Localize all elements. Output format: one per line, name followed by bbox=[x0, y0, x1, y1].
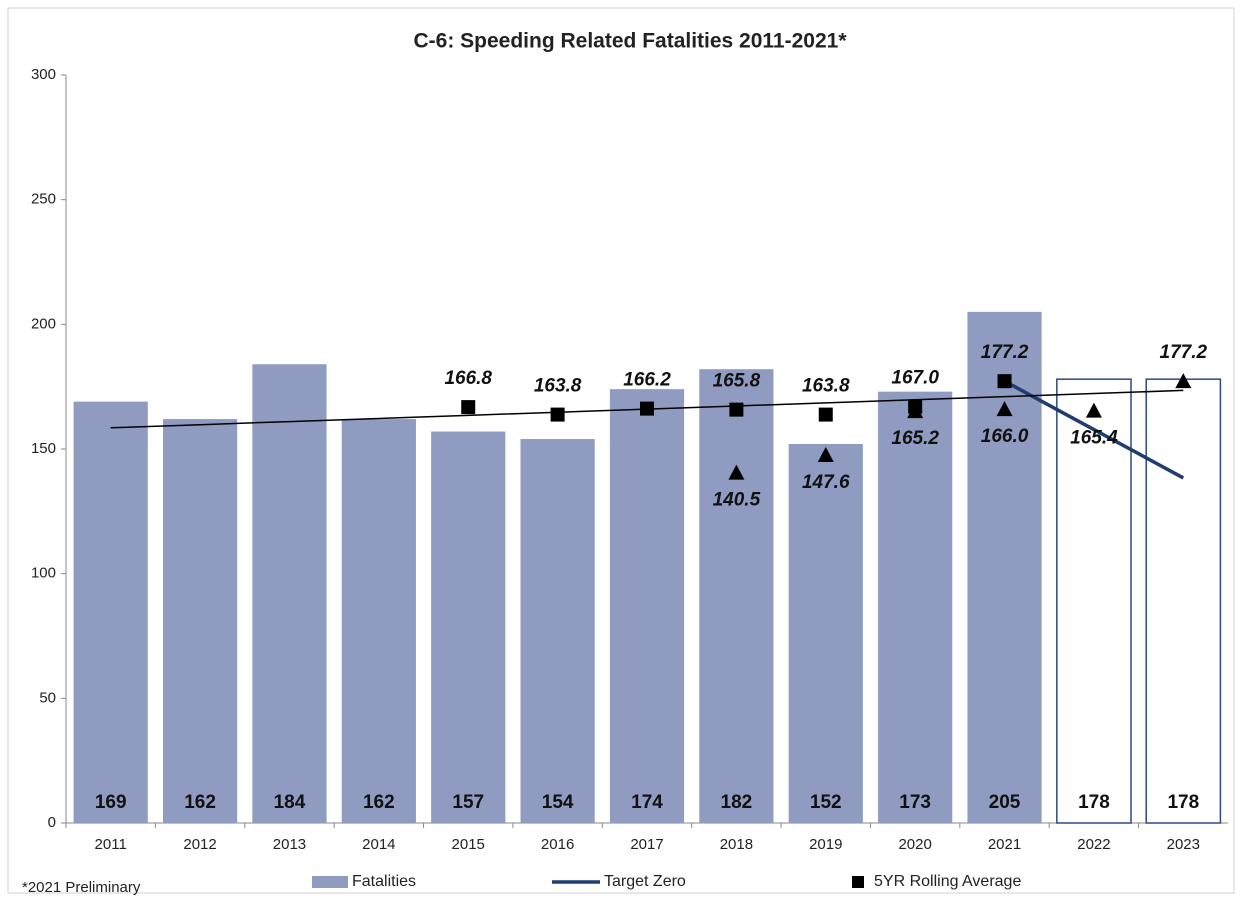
marker-label: 147.6 bbox=[802, 472, 850, 493]
bar-label: 152 bbox=[810, 792, 842, 813]
bar bbox=[967, 311, 1042, 823]
x-tick-label: 2011 bbox=[95, 836, 127, 853]
marker bbox=[550, 407, 565, 422]
bar-label: 178 bbox=[1078, 792, 1110, 813]
marker bbox=[818, 407, 833, 422]
y-tick-label: 50 bbox=[39, 689, 56, 706]
marker bbox=[728, 464, 745, 480]
line bbox=[1003, 379, 1185, 480]
bar-label: 162 bbox=[363, 792, 395, 813]
y-tick-label: 200 bbox=[31, 315, 56, 332]
bar-label: 178 bbox=[1167, 792, 1199, 813]
frame bbox=[7, 7, 1235, 894]
marker bbox=[729, 402, 744, 417]
marker bbox=[996, 401, 1013, 417]
x-tick-label: 2019 bbox=[809, 836, 842, 853]
bar bbox=[788, 444, 863, 823]
y-tick-label: 300 bbox=[31, 66, 56, 83]
x-tick-label: 2014 bbox=[362, 836, 395, 853]
bar-label: 162 bbox=[184, 792, 216, 813]
y-tick-label: 150 bbox=[31, 440, 56, 457]
bar bbox=[162, 419, 238, 823]
marker-label: 177.2 bbox=[981, 342, 1029, 363]
legend-swatch bbox=[312, 876, 348, 888]
legend-label: 5YR Rolling Average bbox=[874, 873, 1021, 890]
bar bbox=[341, 419, 416, 823]
marker-label: 167.0 bbox=[891, 368, 939, 389]
x-tick-label: 2013 bbox=[273, 836, 306, 853]
bar-label: 157 bbox=[452, 792, 484, 813]
marker bbox=[1175, 373, 1192, 389]
x-tick-label: 2016 bbox=[541, 836, 574, 853]
marker-label: 165.2 bbox=[891, 428, 939, 449]
x-tick-label: 2021 bbox=[988, 836, 1021, 853]
y-tick-label: 100 bbox=[31, 565, 56, 582]
bar-label: 173 bbox=[899, 792, 931, 813]
marker-label: 166.8 bbox=[444, 368, 492, 389]
x-tick-label: 2022 bbox=[1077, 836, 1110, 853]
bar-label: 169 bbox=[95, 792, 127, 813]
x-tick-label: 2018 bbox=[720, 836, 753, 853]
marker-label: 165.8 bbox=[713, 371, 761, 392]
legend-label: Target Zero bbox=[604, 873, 686, 890]
y-tick-label: 0 bbox=[48, 814, 56, 831]
x-tick-label: 2020 bbox=[898, 836, 931, 853]
bar-label: 154 bbox=[542, 792, 574, 813]
y-tick-label: 250 bbox=[31, 191, 56, 208]
bar bbox=[699, 369, 774, 823]
marker-label: 165.4 bbox=[1070, 428, 1118, 449]
legend-label: Fatalities bbox=[352, 873, 416, 890]
x-tick-label: 2023 bbox=[1167, 836, 1200, 853]
marker bbox=[907, 403, 924, 419]
marker-label: 177.2 bbox=[1160, 342, 1208, 363]
bar bbox=[878, 391, 953, 823]
marker-label: 140.5 bbox=[713, 490, 761, 511]
x-tick-label: 2017 bbox=[630, 836, 663, 853]
bar bbox=[1145, 378, 1222, 824]
bar bbox=[73, 401, 148, 823]
marker bbox=[817, 446, 834, 462]
bar-label: 174 bbox=[631, 792, 663, 813]
trend-line bbox=[110, 389, 1184, 429]
marker-label: 166.2 bbox=[623, 370, 671, 391]
bar-label: 184 bbox=[274, 792, 306, 813]
marker bbox=[997, 374, 1012, 389]
x-tick-label: 2012 bbox=[183, 836, 216, 853]
marker bbox=[461, 400, 476, 415]
marker-label: 163.8 bbox=[534, 376, 582, 397]
marker-label: 163.8 bbox=[802, 376, 850, 397]
bar bbox=[252, 364, 327, 823]
bar bbox=[1056, 378, 1132, 824]
legend-swatch bbox=[852, 876, 864, 888]
bar bbox=[609, 389, 685, 823]
bar bbox=[520, 439, 595, 823]
marker bbox=[1085, 402, 1102, 418]
marker-label: 166.0 bbox=[981, 426, 1029, 447]
footnote: *2021 Preliminary bbox=[22, 879, 141, 896]
bar-label: 205 bbox=[989, 792, 1021, 813]
chart-title: C-6: Speeding Related Fatalities 2011-20… bbox=[413, 30, 847, 53]
x-tick-label: 2015 bbox=[452, 836, 485, 853]
bar-label: 182 bbox=[721, 792, 753, 813]
bar bbox=[431, 431, 506, 823]
